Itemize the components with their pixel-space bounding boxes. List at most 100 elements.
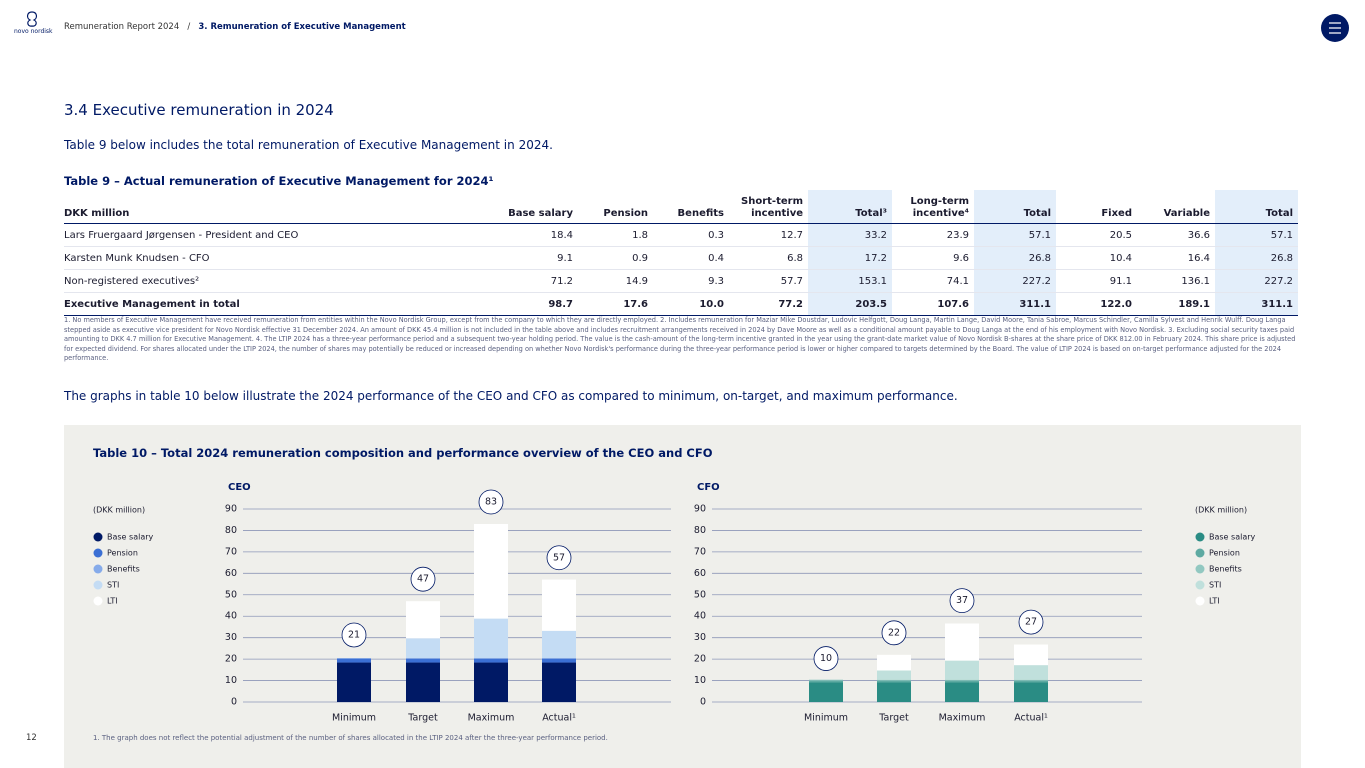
- total-label: 27: [1025, 617, 1037, 628]
- intro: Table 9 below includes the total remuner…: [64, 138, 553, 152]
- table-cell: 0.3: [653, 223, 729, 247]
- total-bubble: [410, 566, 436, 592]
- y-tick-label: 30: [225, 632, 237, 643]
- table-cell: 16.4: [1137, 246, 1215, 270]
- column-header: Total: [974, 190, 1056, 224]
- total-bubble: [881, 620, 907, 646]
- bar-segment: [877, 682, 911, 702]
- bar-segment: [337, 662, 371, 702]
- legend-label: LTI: [1209, 597, 1220, 606]
- bar-segment: [406, 638, 440, 659]
- legend-dot: [93, 580, 103, 590]
- heading: 3.4 Executive remuneration in 2024: [64, 101, 334, 119]
- table-cell: Lars Fruergaard Jørgensen - President an…: [64, 223, 500, 247]
- y-tick-label: 70: [694, 546, 706, 557]
- table-cell: 227.2: [1215, 269, 1298, 293]
- bar-segment: [945, 679, 979, 681]
- table-row: Karsten Munk Knudsen - CFO 9.1 0.9 0.4 6.8 17…: [64, 246, 1298, 270]
- table-cell: 9.1: [500, 246, 578, 270]
- y-tick-label: 40: [225, 611, 237, 622]
- table-cell: 0.9: [578, 246, 653, 270]
- legend-dot: [1195, 564, 1205, 574]
- bar-segment: [337, 658, 371, 659]
- table-cell: 17.6: [578, 292, 653, 316]
- total-bubble: [1018, 609, 1044, 635]
- breadcrumb-link[interactable]: Remuneration Report 2024: [64, 22, 180, 32]
- table-cell: 0.4: [653, 246, 729, 270]
- table-cell: 91.1: [1056, 269, 1137, 293]
- x-tick-label: Minimum: [804, 713, 848, 724]
- note: 1. The graph does not reflect the potent…: [93, 734, 608, 742]
- table-cell: 74.1: [892, 269, 974, 293]
- y-tick-label: 50: [694, 589, 706, 600]
- y-tick-label: 80: [694, 525, 706, 536]
- bar-segment: [877, 680, 911, 683]
- unit-label: (DKK million): [1195, 506, 1247, 515]
- table-cell: 6.8: [729, 246, 808, 270]
- legend-dot: [93, 548, 103, 558]
- legend-dot: [1195, 548, 1205, 558]
- column-header: Long-term incentive⁴: [892, 190, 974, 224]
- column-header: Fixed: [1056, 190, 1137, 224]
- legend-label: Benefits: [1209, 565, 1242, 574]
- bar-segment: [1014, 644, 1048, 666]
- menu-button[interactable]: [1320, 13, 1350, 43]
- table-cell: 227.2: [974, 269, 1056, 293]
- table-cell: 122.0: [1056, 292, 1137, 316]
- table-cell: 10.0: [653, 292, 729, 316]
- table-cell: 33.2: [808, 223, 892, 247]
- bar-segment: [1014, 682, 1048, 702]
- bar-segment: [1014, 665, 1048, 680]
- legend-dot: [93, 596, 103, 606]
- table-cell: Non-registered executives²: [64, 269, 500, 293]
- table-row: Non-registered executives² 71.2 14.9 9.3 57.…: [64, 269, 1298, 293]
- bar-segment: [406, 658, 440, 663]
- column-header: Base salary: [500, 190, 578, 224]
- table-cell: 36.6: [1137, 223, 1215, 247]
- table-cell: 10.4: [1056, 246, 1137, 270]
- bar-segment: [945, 623, 979, 661]
- total-label: 10: [820, 653, 832, 664]
- legend-dot: [1195, 596, 1205, 606]
- table-cell: Executive Management in total: [64, 292, 500, 316]
- bar-segment: [809, 682, 843, 702]
- y-tick-label: 90: [225, 504, 237, 515]
- bar-segment: [406, 601, 440, 639]
- x-tick-label: Target: [407, 713, 438, 724]
- bar-segment: [945, 682, 979, 702]
- y-tick-label: 40: [694, 611, 706, 622]
- bar-segment: [542, 662, 576, 702]
- table-cell: 311.1: [974, 292, 1056, 316]
- total-label: 37: [956, 595, 968, 606]
- legend-dot: [93, 564, 103, 574]
- bar-segment: [406, 658, 440, 659]
- separator: /: [187, 22, 191, 32]
- table-cell: 107.6: [892, 292, 974, 316]
- bar-segment: [1014, 679, 1048, 681]
- chart-title: CFO: [697, 482, 720, 493]
- bar-segment: [877, 654, 911, 671]
- legend-label: Base salary: [1209, 533, 1256, 542]
- column-header: Total³: [808, 190, 892, 224]
- table-cell: 1.8: [578, 223, 653, 247]
- section: 3. Remuneration of Executive Management: [198, 22, 406, 32]
- total-bubble: [341, 622, 367, 648]
- x-tick-label: Minimum: [332, 713, 376, 724]
- table-cell: 14.9: [578, 269, 653, 293]
- bar-segment: [542, 579, 576, 631]
- bar-segment: [474, 618, 508, 659]
- y-tick-label: 20: [225, 654, 237, 665]
- bar-segment: [809, 680, 843, 683]
- bar-segment: [542, 630, 576, 659]
- legend-label: STI: [1209, 581, 1221, 590]
- table-title: Table 9 – Actual remuneration of Executi…: [64, 174, 494, 188]
- footnotes: 1. No members of Executive Management ha…: [64, 316, 1296, 362]
- logo[interactable]: novo nordisk: [14, 28, 53, 35]
- column-header: Benefits: [653, 190, 729, 224]
- total-label: 83: [485, 497, 497, 508]
- table-cell: Karsten Munk Knudsen - CFO: [64, 246, 500, 270]
- bar-segment: [809, 679, 843, 681]
- graphs-intro: The graphs in table 10 below illustrate …: [64, 389, 958, 403]
- y-tick-label: 80: [225, 525, 237, 536]
- y-tick-label: 50: [225, 589, 237, 600]
